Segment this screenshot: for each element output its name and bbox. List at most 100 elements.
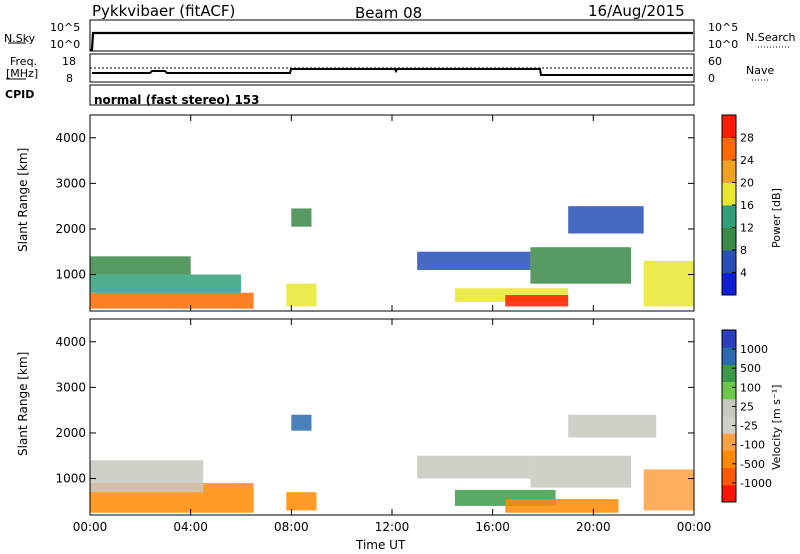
colorbar-swatch (722, 398, 736, 417)
freq-label: Freq. (10, 55, 38, 68)
colorbar-swatch (722, 205, 736, 228)
colorbar-swatch (722, 416, 736, 434)
colorbar-swatch (722, 330, 736, 348)
colorbar-swatch (722, 450, 736, 469)
colorbar-swatch (722, 160, 736, 183)
colorbar-tick-label: 1000 (740, 343, 768, 356)
x-tick-label: 16:00 (475, 520, 510, 534)
colorbar-tick-label: 500 (740, 362, 761, 375)
nsearch-tick-high: 10^5 (708, 21, 739, 34)
y-tick-label: 3000 (55, 380, 86, 394)
velocity-colorbar-label: Velocity [m s⁻¹] (770, 384, 783, 470)
colorbar-tick-label: 20 (740, 177, 754, 190)
scatter-region-1 (90, 460, 204, 493)
velocity-data-layer (90, 414, 694, 513)
x-tick-label: 12:00 (375, 520, 410, 534)
colorbar-swatch (722, 381, 736, 400)
colorbar-tick-label: 25 (740, 400, 754, 413)
colorbar-swatch (722, 137, 736, 161)
colorbar-tick-label: 28 (740, 132, 754, 145)
nsearch-tick-low: 10^0 (708, 38, 739, 51)
scatter-region-5 (417, 251, 531, 270)
scatter-region-8 (530, 247, 632, 284)
nave-label: Nave (746, 64, 775, 77)
colorbar-swatch (722, 484, 736, 503)
x-tick-label: 04:00 (173, 520, 208, 534)
y-tick-label: 2000 (55, 426, 86, 440)
scatter-region-2 (286, 492, 317, 511)
scatter-region-10 (643, 260, 694, 307)
scatter-region-6 (505, 499, 619, 513)
scatter-region-8 (568, 414, 657, 438)
colorbar-swatch (722, 347, 736, 365)
scatter-region-2 (90, 256, 191, 275)
power-colorbar: 4 8 12 16 20 24 28 (721, 114, 754, 296)
scatter-region-7 (530, 455, 632, 488)
colorbar-tick-label: 100 (740, 381, 761, 394)
nsky-tick-high: 10^5 (50, 21, 81, 34)
nsky-trace (90, 31, 693, 52)
scatter-region-7 (505, 295, 569, 307)
colorbar-swatch (722, 182, 736, 206)
beam-title: Beam 08 (355, 4, 423, 22)
nsky-tick-low: 10^0 (50, 38, 81, 51)
colorbar-tick-label: 4 (740, 267, 747, 280)
freq-tick-high: 18 (62, 55, 76, 68)
colorbar-swatch (722, 433, 736, 451)
nave-tick-high: 60 (708, 55, 722, 68)
x-tick-label: 20:00 (576, 520, 611, 534)
scatter-region-3 (286, 283, 317, 307)
nsky-label: N.Sky (4, 32, 36, 45)
power-data-layer (90, 206, 694, 309)
station-title: Pykkvibaer (fitACF) (92, 2, 236, 20)
colorbar-swatch (722, 115, 736, 138)
scatter-region-1 (90, 274, 241, 293)
y-tick-label: 2000 (55, 222, 86, 236)
cpid-label: CPID (5, 88, 35, 101)
freq-tick-low: 8 (66, 72, 73, 85)
colorbar-tick-label: -25 (740, 420, 758, 433)
nsearch-label: N.Search (746, 31, 796, 44)
colorbar-swatch (722, 272, 736, 296)
velocity-ylabel: Slant Range [km] (16, 351, 30, 456)
velocity-colorbar: -1000 -500 -100 -25 25 100 500 1000 (721, 329, 772, 503)
colorbar-swatch (722, 227, 736, 251)
colorbar-tick-label: -1000 (740, 477, 772, 490)
cpid-text: normal (fast stereo) 153 (94, 93, 260, 107)
colorbar-tick-label: -500 (740, 458, 765, 471)
colorbar-tick-label: 16 (740, 199, 754, 212)
x-tick-label: 00:00 (677, 520, 712, 534)
colorbar-tick-label: 12 (740, 222, 754, 235)
y-tick-label: 1000 (55, 472, 86, 486)
scatter-region-9 (568, 206, 644, 234)
date-title: 16/Aug/2015 (588, 2, 685, 20)
colorbar-swatch (722, 467, 736, 486)
colorbar-frame (721, 329, 737, 503)
cpid-panel-frame (89, 84, 695, 106)
y-tick-label: 4000 (55, 335, 86, 349)
scatter-region-0 (90, 292, 254, 309)
colorbar-swatch (722, 364, 736, 383)
colorbar-swatch (722, 250, 736, 273)
scatter-region-9 (643, 469, 694, 511)
power-colorbar-label: Power [dB] (770, 188, 783, 248)
scatter-region-4 (291, 208, 312, 227)
y-tick-label: 3000 (55, 176, 86, 190)
velocity-axes: 1000 2000 3000 4000 00:00 04:00 08:00 12:00 16:0… (55, 319, 711, 534)
freq-trace (92, 68, 693, 76)
y-tick-label: 4000 (55, 131, 86, 145)
power-ylabel: Slant Range [km] (16, 147, 30, 252)
power-axes: 1000 2000 3000 4000 (55, 115, 695, 311)
colorbar-tick-label: -100 (740, 439, 765, 452)
nsky-panel-frame (89, 19, 695, 52)
nave-tick-low: 0 (708, 72, 715, 85)
y-tick-label: 1000 (55, 268, 86, 282)
scatter-region-4 (417, 455, 531, 479)
colorbar-tick-label: 8 (740, 244, 747, 257)
freq-unit-label: [MHz] (6, 67, 39, 80)
x-tick-label: 08:00 (274, 520, 309, 534)
scatter-region-3 (291, 414, 312, 431)
x-tick-label: 00:00 (73, 520, 108, 534)
velocity-xlabel: Time UT (356, 538, 406, 552)
